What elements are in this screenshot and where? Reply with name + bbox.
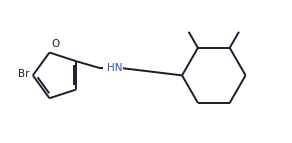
Text: HN: HN	[107, 63, 122, 73]
Text: O: O	[51, 39, 59, 49]
Text: Br: Br	[18, 69, 30, 79]
